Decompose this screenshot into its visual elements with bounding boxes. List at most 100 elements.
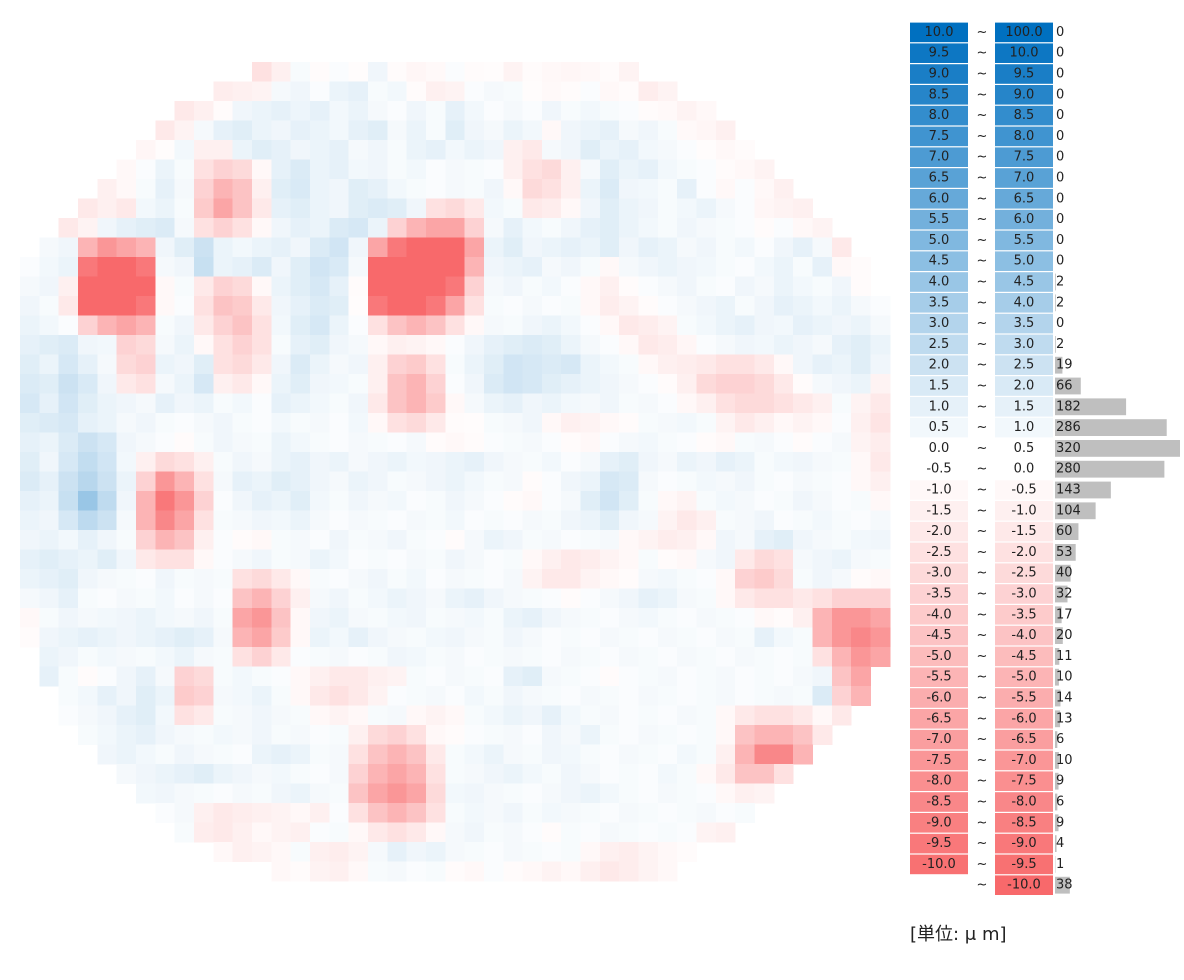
heatmap-cell (735, 549, 755, 570)
heatmap-cell (445, 315, 465, 336)
heatmap-cell (541, 120, 562, 141)
heatmap-cell (657, 491, 678, 511)
heatmap-cell (155, 569, 176, 589)
heatmap-cell (831, 315, 852, 336)
heatmap-cell (406, 452, 427, 472)
heatmap-cell (116, 569, 137, 589)
heatmap-cell (367, 725, 388, 745)
histogram-count: 6 (1056, 732, 1064, 747)
heatmap-cell (715, 432, 736, 453)
heatmap-cell (406, 491, 427, 511)
heatmap-cell (735, 608, 755, 628)
heatmap-cell (638, 491, 659, 511)
legend-to-cell (995, 459, 1053, 479)
heatmap-cell (657, 179, 678, 199)
heatmap-cell (754, 257, 775, 277)
heatmap-cell (367, 822, 388, 843)
heatmap-cell (329, 101, 350, 121)
heatmap-cell (715, 471, 736, 492)
heatmap-cell (77, 218, 98, 238)
heatmap-cell (77, 588, 98, 609)
histogram-bar (1055, 377, 1081, 395)
heatmap-cell (271, 725, 292, 745)
heatmap-cell (793, 374, 813, 394)
heatmap-cell (541, 569, 562, 589)
heatmap-cell (58, 530, 79, 550)
heatmap-cell (599, 120, 620, 141)
heatmap-cell (20, 413, 40, 433)
heatmap-cell (619, 569, 639, 589)
heatmap-cell (271, 569, 292, 589)
heatmap-cell (735, 179, 755, 199)
heatmap-cell (812, 627, 833, 648)
histogram-bar (1055, 564, 1071, 582)
heatmap-cell (677, 842, 697, 862)
legend-from-cell (910, 605, 968, 625)
heatmap-cell (735, 452, 755, 472)
heatmap-cell (155, 627, 176, 648)
heatmap-cell (580, 218, 601, 238)
heatmap-cell (541, 686, 562, 706)
heatmap-cell (213, 315, 234, 336)
heatmap-cell (387, 237, 407, 258)
heatmap-cell (213, 744, 234, 765)
heatmap-cell (657, 452, 678, 472)
heatmap-cell (97, 725, 118, 745)
heatmap-cell (619, 471, 639, 492)
heatmap-cell (116, 549, 137, 570)
heatmap-cell (367, 647, 388, 667)
heatmap-cell (580, 725, 601, 745)
legend-to-cell (995, 147, 1053, 167)
legend-to-label: -3.0 (1011, 587, 1036, 602)
legend-separator: ~ (977, 295, 988, 310)
heatmap-cell (39, 432, 60, 453)
heatmap-cell (735, 198, 755, 219)
heatmap-cell (522, 413, 543, 433)
heatmap-cell (812, 705, 833, 726)
heatmap-cell (638, 530, 659, 550)
heatmap-cell (599, 81, 620, 102)
heatmap-cell (116, 686, 137, 706)
heatmap-cell (135, 374, 156, 394)
heatmap-cell (174, 783, 195, 804)
heatmap-cell (271, 705, 292, 726)
heatmap-cell (696, 413, 717, 433)
heatmap-cell (735, 218, 755, 238)
heatmap-cell (638, 471, 659, 492)
heatmap-cell (425, 471, 446, 492)
heatmap-cell (715, 393, 736, 414)
legend-from-cell (910, 293, 968, 313)
heatmap-cell (367, 159, 388, 180)
heatmap-cell (735, 725, 755, 745)
histogram-bar (1055, 481, 1111, 499)
legend-separator: ~ (977, 795, 988, 810)
heatmap-cell (619, 686, 639, 706)
heatmap-cell (367, 705, 388, 726)
heatmap-cell (367, 549, 388, 570)
heatmap-cell (387, 666, 407, 687)
heatmap-cell (754, 744, 775, 765)
heatmap-cell (638, 803, 659, 823)
heatmap-cell (329, 120, 350, 141)
heatmap-cell (387, 315, 407, 336)
heatmap-cell (522, 471, 543, 492)
heatmap-cell (406, 530, 427, 550)
heatmap-cell (97, 647, 118, 667)
heatmap-cell (831, 627, 852, 648)
heatmap-cell (290, 530, 311, 550)
histogram-bar (1055, 419, 1167, 436)
legend-separator: ~ (977, 212, 988, 227)
heatmap-cell (715, 452, 736, 472)
heatmap-cell (793, 432, 813, 453)
heatmap-cell (561, 452, 581, 472)
heatmap-cell (754, 179, 775, 199)
heatmap-cell (831, 647, 852, 667)
heatmap-cell (657, 549, 678, 570)
heatmap-cell (20, 315, 40, 336)
heatmap-cell (793, 608, 813, 628)
heatmap-cell (387, 588, 407, 609)
legend-to-label: 8.0 (1014, 129, 1035, 144)
heatmap-cell (522, 335, 543, 355)
heatmap-cell (638, 549, 659, 570)
